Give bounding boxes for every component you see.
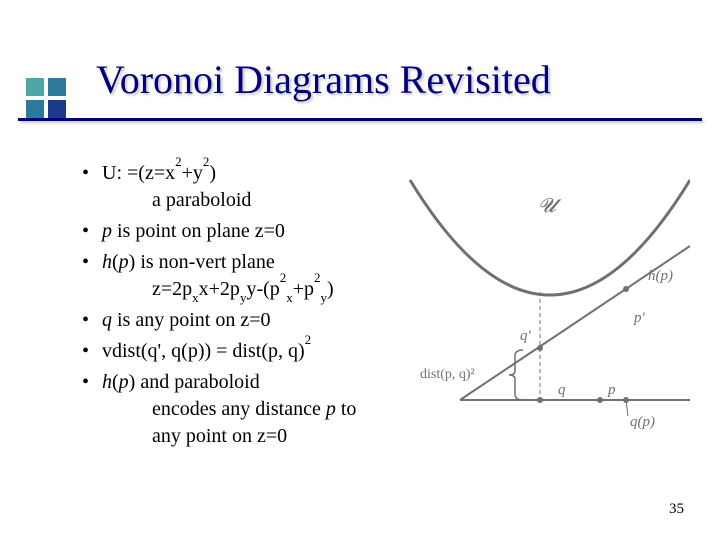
text: y-(p [246,278,279,300]
text-ital: h [102,371,112,393]
text-ital: p [326,398,336,420]
svg-text:q: q [558,382,566,398]
sub: y [321,290,328,305]
svg-text:p: p [607,382,616,398]
sup: 2 [305,332,312,347]
slide-title: Voronoi Diagrams Revisited [96,56,551,103]
svg-text:𝓤: 𝓤 [538,195,562,217]
svg-text:h(p): h(p) [648,268,673,284]
bullet-6: h(p) and paraboloid encodes any distance… [80,369,356,450]
bullet-2: p is point on plane z=0 [80,218,356,245]
text-ital: p [102,220,112,242]
page-number: 35 [669,501,684,518]
text: x+2p [199,278,240,300]
bullet-6-sub2: any point on z=0 [102,423,356,450]
bullet-6-sub1: encodes any distance p to [102,396,356,423]
text: U: =(z=x [102,162,175,184]
sup: 2 [314,270,321,285]
sup: 2 [280,270,287,285]
text-ital: p [119,251,129,273]
text: +p [293,278,314,300]
text: ( [112,371,119,393]
text: is any point on z=0 [112,309,271,331]
slide: Voronoi Diagrams Revisited U: =(z=x2+y2)… [0,0,720,540]
bullet-4: q is any point on z=0 [80,307,356,334]
bullet-1-sub: a paraboloid [102,187,356,214]
paraboloid-diagram: 𝓤h(p) q' p' q p q(p) dist(p, q)² [390,150,690,430]
svg-text:dist(p, q)²: dist(p, q)² [420,367,475,382]
svg-text:q': q' [520,328,532,344]
bullet-1: U: =(z=x2+y2) a paraboloid [80,160,356,214]
text: ) and paraboloid [129,371,260,393]
text: vdist(q', q(p)) = dist(p, q) [102,340,305,362]
text: is point on plane z=0 [112,220,285,242]
text: ) [327,278,334,300]
text: to [336,398,357,420]
text: z=2p [152,278,192,300]
bullet-5: vdist(q', q(p)) = dist(p, q)2 [80,338,356,365]
sup: 2 [175,154,182,169]
bullet-3: h(p) is non-vert plane z=2pxx+2pyy-(p2x+… [80,249,356,303]
text: ( [112,251,119,273]
text: ) [209,162,216,184]
sub: x [192,290,199,305]
text: encodes any distance [152,398,326,420]
logo-icon [26,78,66,118]
title-underline [18,118,702,121]
text-ital: p [119,371,129,393]
bullet-list: U: =(z=x2+y2) a paraboloid p is point on… [80,160,356,454]
sub: y [240,290,247,305]
text-ital: q [102,309,112,331]
svg-text:q(p): q(p) [630,414,655,430]
svg-text:p': p' [633,310,646,326]
text: ) is non-vert plane [129,251,275,273]
text-ital: h [102,251,112,273]
text: +y [182,162,203,184]
bullet-3-sub: z=2pxx+2pyy-(p2x+p2y) [102,276,356,303]
sup: 2 [203,154,210,169]
sub: x [286,290,293,305]
